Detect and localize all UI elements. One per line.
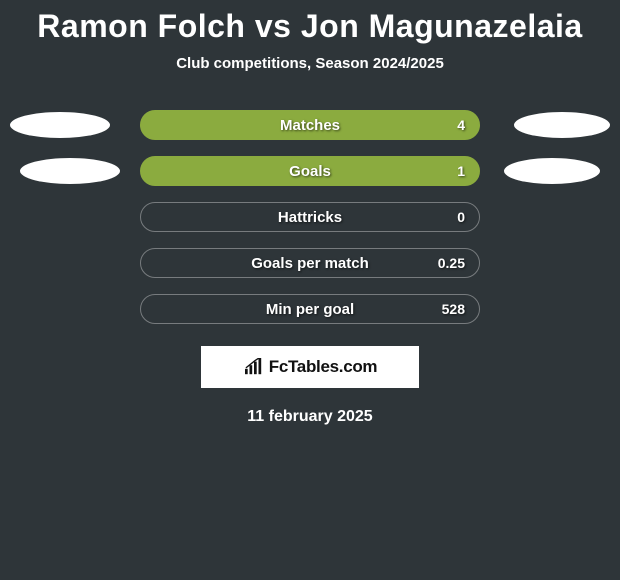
stat-value: 0	[457, 209, 465, 225]
stat-value: 528	[442, 301, 465, 317]
stat-bar: Matches 4	[140, 110, 480, 140]
stat-bar: Min per goal 528	[140, 294, 480, 324]
player-right-marker	[504, 158, 600, 184]
stat-row: Min per goal 528	[0, 294, 620, 324]
stat-bar: Hattricks 0	[140, 202, 480, 232]
player-left-marker	[20, 158, 120, 184]
player-left-marker	[10, 112, 110, 138]
comparison-subtitle: Club competitions, Season 2024/2025	[0, 55, 620, 72]
stat-row: Matches 4	[0, 110, 620, 140]
chart-icon	[243, 358, 265, 376]
stat-row: Goals 1	[0, 156, 620, 186]
stat-rows: Matches 4 Goals 1 Hattricks 0 Goals per match 0…	[0, 110, 620, 324]
stat-bar: Goals 1	[140, 156, 480, 186]
stat-label: Hattricks	[278, 209, 342, 226]
stat-bar: Goals per match 0.25	[140, 248, 480, 278]
stat-label: Goals per match	[251, 255, 369, 272]
stat-row: Goals per match 0.25	[0, 248, 620, 278]
stat-value: 1	[457, 163, 465, 179]
stat-label: Matches	[280, 117, 340, 134]
stat-label: Goals	[289, 163, 331, 180]
comparison-title: Ramon Folch vs Jon Magunazelaia	[0, 0, 620, 45]
stat-value: 0.25	[438, 255, 465, 271]
date-text: 11 february 2025	[0, 408, 620, 426]
stat-label: Min per goal	[266, 301, 354, 318]
player-right-marker	[514, 112, 610, 138]
stat-value: 4	[457, 117, 465, 133]
stat-row: Hattricks 0	[0, 202, 620, 232]
logo-box: FcTables.com	[201, 346, 419, 388]
logo-text: FcTables.com	[269, 357, 378, 377]
